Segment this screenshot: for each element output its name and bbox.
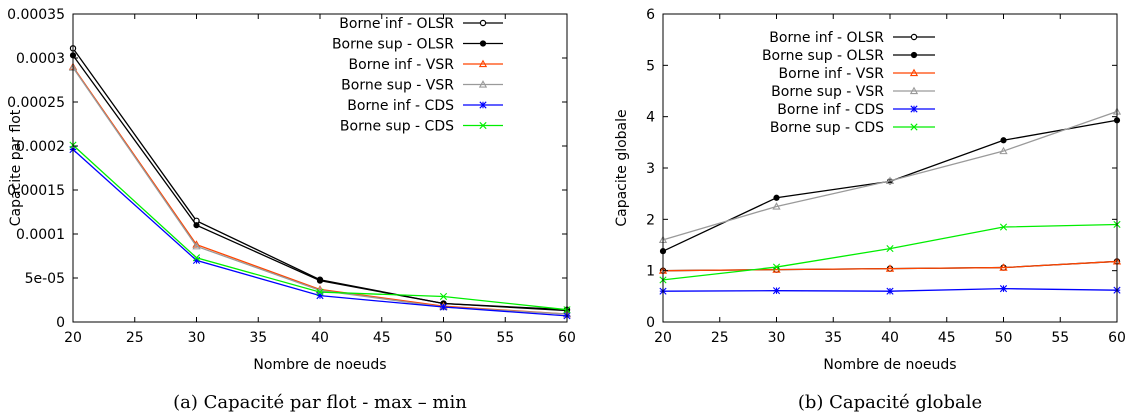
x-tick-label: 20 bbox=[64, 330, 82, 346]
legend-label: Borne sup - CDS bbox=[770, 120, 884, 136]
data-point bbox=[885, 176, 895, 184]
y-tick-label: 0.0001 bbox=[16, 227, 65, 243]
plot-frame bbox=[72, 13, 568, 323]
data-point bbox=[999, 285, 1008, 293]
series-line bbox=[662, 110, 1118, 241]
y-tick-label: 3 bbox=[646, 161, 655, 177]
y-tick-label: 0 bbox=[646, 315, 655, 331]
series-line bbox=[72, 144, 568, 311]
legend-label: Borne sup - VSR bbox=[341, 78, 454, 94]
y-tick-label: 2 bbox=[646, 212, 655, 228]
data-point bbox=[886, 287, 894, 295]
y-axis-label: Capacite globale bbox=[614, 109, 630, 226]
x-tick-label: 55 bbox=[1051, 330, 1069, 346]
data-point bbox=[772, 287, 781, 295]
x-tick-label: 20 bbox=[654, 330, 672, 346]
data-point bbox=[886, 245, 894, 253]
y-tick-label: 0 bbox=[56, 315, 65, 331]
legend-marker bbox=[910, 105, 918, 113]
y-tick-label: 0.00025 bbox=[7, 95, 65, 111]
x-tick-label: 60 bbox=[558, 330, 576, 346]
x-tick-label: 45 bbox=[938, 330, 956, 346]
data-point bbox=[885, 264, 895, 272]
data-point bbox=[193, 222, 200, 229]
y-tick-label: 4 bbox=[646, 110, 655, 126]
data-point bbox=[316, 292, 324, 300]
data-point bbox=[772, 263, 781, 271]
legend-label: Borne sup - OLSR bbox=[332, 37, 454, 53]
chart-global-capacity: Borne inf - OLSR Borne sup - OLSR Borne in… bbox=[614, 7, 1126, 413]
legend-label: Borne sup - CDS bbox=[340, 119, 454, 135]
legend-marker bbox=[909, 68, 919, 77]
y-tick-label: 5 bbox=[646, 58, 655, 74]
x-tick-label: 30 bbox=[188, 330, 206, 346]
x-axis-label: Nombre de noeuds bbox=[823, 357, 956, 373]
legend-label: Borne inf - OLSR bbox=[769, 30, 884, 46]
data-point bbox=[192, 241, 201, 250]
x-tick-label: 50 bbox=[435, 330, 453, 346]
y-axis-label: Capacite par flot bbox=[8, 109, 24, 226]
series-line bbox=[72, 47, 568, 311]
legend-label: Borne inf - VSR bbox=[349, 57, 455, 73]
legend-marker bbox=[479, 101, 487, 109]
legend-marker bbox=[478, 80, 488, 88]
x-tick-label: 30 bbox=[768, 330, 786, 346]
caption: (a) Capacité par flot - max – min bbox=[173, 392, 467, 413]
legend-marker bbox=[910, 51, 918, 59]
legend-label: Borne inf - CDS bbox=[347, 98, 454, 114]
data-point bbox=[316, 288, 324, 296]
plot-frame bbox=[662, 13, 1118, 323]
data-point bbox=[316, 277, 324, 284]
legend-label: Borne sup - VSR bbox=[771, 84, 884, 100]
data-point bbox=[439, 303, 448, 311]
legend: Borne inf - OLSR Borne sup - OLSR Borne in… bbox=[332, 16, 503, 135]
series-line bbox=[662, 119, 1118, 252]
series-line bbox=[72, 54, 568, 312]
data-point bbox=[439, 292, 448, 301]
x-tick-label: 35 bbox=[249, 330, 267, 346]
x-axis-label: Nombre de noeuds bbox=[253, 357, 386, 373]
y-tick-label: 6 bbox=[646, 7, 655, 23]
x-tick-label: 60 bbox=[1108, 330, 1126, 346]
legend-label: Borne inf - VSR bbox=[779, 66, 885, 82]
y-tick-label: 0.00015 bbox=[7, 183, 65, 199]
x-tick-label: 25 bbox=[711, 330, 729, 346]
legend-marker bbox=[478, 59, 488, 68]
y-tick-label: 1 bbox=[646, 264, 655, 280]
data-point bbox=[772, 202, 781, 210]
legend-marker bbox=[479, 40, 487, 47]
x-tick-label: 35 bbox=[824, 330, 842, 346]
caption: (b) Capacité globale bbox=[798, 392, 982, 413]
data-point bbox=[192, 256, 201, 264]
y-tick-label: 0.0003 bbox=[16, 51, 65, 67]
series-line bbox=[662, 260, 1118, 272]
y-tick-label: 0.00035 bbox=[7, 7, 65, 23]
x-tick-label: 45 bbox=[373, 330, 391, 346]
x-tick-label: 25 bbox=[126, 330, 144, 346]
x-tick-label: 40 bbox=[881, 330, 899, 346]
data-point bbox=[1000, 137, 1007, 144]
legend-marker bbox=[910, 33, 918, 41]
legend-marker bbox=[909, 86, 919, 95]
data-point bbox=[999, 263, 1008, 271]
legend-marker bbox=[910, 123, 918, 131]
data-point bbox=[192, 254, 201, 262]
x-tick-label: 40 bbox=[311, 330, 329, 346]
y-tick-label: 5e-05 bbox=[25, 271, 65, 287]
legend-label: Borne inf - CDS bbox=[777, 102, 884, 118]
legend-label: Borne sup - OLSR bbox=[762, 48, 884, 64]
x-tick-label: 50 bbox=[995, 330, 1013, 346]
chart-capacity-per-flow: Borne inf - OLSR Borne sup - OLSR Borne in… bbox=[7, 7, 576, 413]
data-point bbox=[999, 223, 1008, 231]
x-tick-label: 55 bbox=[496, 330, 514, 346]
legend-label: Borne inf - OLSR bbox=[339, 16, 454, 32]
legend-marker bbox=[479, 19, 487, 27]
legend: Borne inf - OLSR Borne sup - OLSR Borne in… bbox=[762, 30, 935, 136]
legend-marker bbox=[479, 121, 487, 130]
data-point bbox=[999, 146, 1008, 155]
y-tick-label: 0.0002 bbox=[16, 139, 65, 155]
data-point bbox=[773, 194, 780, 201]
